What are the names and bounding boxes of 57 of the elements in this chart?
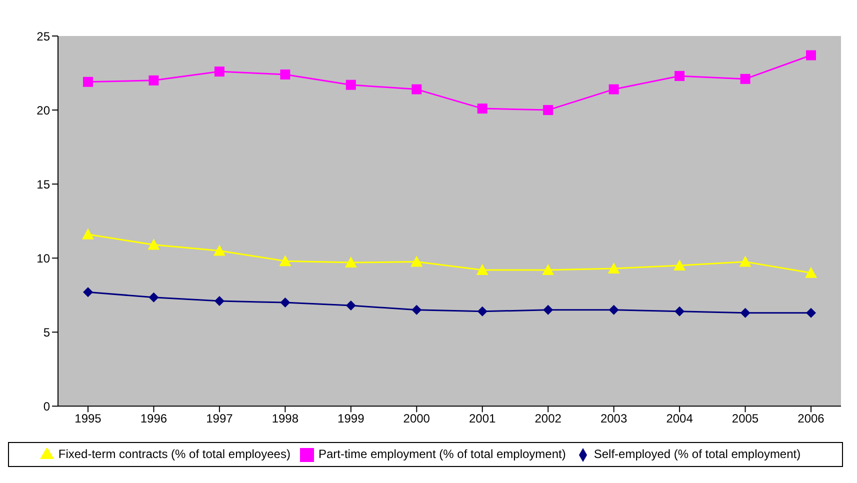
point <box>805 266 817 278</box>
point <box>542 264 554 275</box>
point <box>740 74 750 84</box>
legend-label: Fixed-term contracts (% of total employees) <box>58 447 290 462</box>
y-tick-label: 0 <box>43 399 50 414</box>
y-tick-label: 10 <box>36 251 50 266</box>
point <box>477 104 488 114</box>
x-tick-label: 2006 <box>798 412 825 426</box>
point <box>608 84 619 94</box>
legend-label: Part-time employment (% of total employment) <box>318 447 566 462</box>
x-tick-label: 1995 <box>74 412 102 426</box>
x-tick-label: 2002 <box>534 412 562 426</box>
x-tick-label: 1997 <box>206 412 234 426</box>
x-tick-label: 2000 <box>403 412 430 426</box>
point <box>213 244 226 256</box>
x-tick-label: 1996 <box>140 412 168 426</box>
point <box>214 296 224 306</box>
point <box>674 260 686 271</box>
point <box>739 256 752 267</box>
point <box>608 262 620 274</box>
point <box>279 255 292 266</box>
point <box>476 264 488 275</box>
point <box>82 228 94 240</box>
x-tick-label: 1998 <box>272 412 299 426</box>
x-tick-label: 1999 <box>338 412 365 426</box>
x-tick-label: 2001 <box>469 412 496 426</box>
point <box>83 287 93 298</box>
point <box>412 304 422 315</box>
point <box>477 306 488 316</box>
point <box>674 70 685 81</box>
x-tick-label: 2005 <box>732 412 759 426</box>
point <box>214 66 224 77</box>
x-tick-label: 2003 <box>600 412 628 426</box>
point <box>280 70 290 80</box>
point <box>346 80 356 90</box>
point <box>148 292 159 302</box>
point <box>344 256 357 268</box>
y-tick-label: 25 <box>36 29 50 44</box>
point <box>806 50 816 60</box>
y-tick-label: 20 <box>36 103 50 118</box>
point <box>543 304 554 315</box>
x-tick-label: 2004 <box>666 412 694 426</box>
y-tick-label: 5 <box>43 325 50 340</box>
point <box>608 304 619 315</box>
y-tick-label: 15 <box>36 177 50 192</box>
point <box>674 306 685 316</box>
point <box>280 298 290 308</box>
point <box>148 75 159 86</box>
point <box>740 308 750 318</box>
point <box>412 84 422 94</box>
legend-label: Self-employed (% of total employment) <box>594 447 801 462</box>
point <box>148 238 160 250</box>
point <box>543 105 554 116</box>
point <box>806 308 816 318</box>
point <box>83 76 93 87</box>
point <box>410 256 423 267</box>
point <box>346 300 356 310</box>
